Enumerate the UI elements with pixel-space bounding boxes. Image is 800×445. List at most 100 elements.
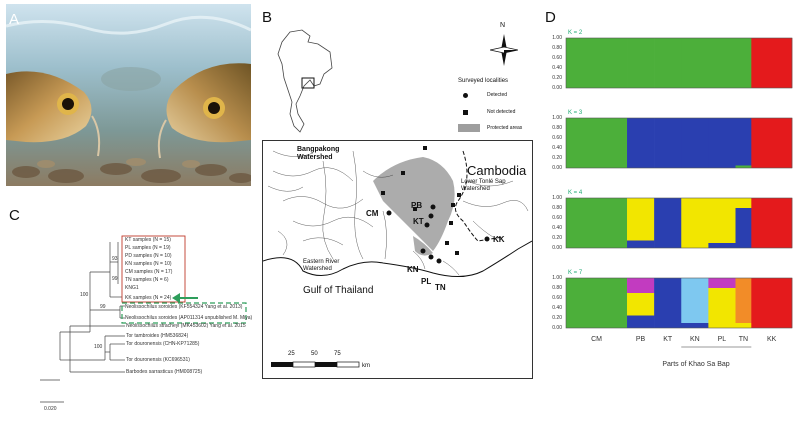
structure-bar-kn-blue: [681, 323, 709, 328]
label-cm: CM: [366, 209, 379, 218]
structure-bar-pl-blue: [708, 243, 736, 248]
structure-bar-kk-red: [751, 118, 793, 168]
structure-bar-cm-green: [566, 198, 628, 248]
structure-bar-tn-blue: [735, 118, 752, 166]
tree-leaf-out5: Barbodes sarrasticus (HM008725): [126, 369, 203, 375]
y-tick-label: 0.60: [552, 55, 562, 61]
phylogenetic-tree: KT samples (N = 15) PL samples (N = 19) …: [30, 232, 260, 412]
study-area-map: Bangpakong Watershed Cambodia Lower Tonl…: [262, 140, 533, 379]
bootstrap-value: 100: [94, 344, 103, 350]
scale-unit: km: [362, 363, 370, 369]
label-pb: PB: [411, 201, 423, 210]
k-label: K = 4: [568, 190, 583, 196]
fish-photo: [6, 4, 251, 186]
structure-frame: [565, 37, 793, 89]
population-label: KN: [689, 336, 700, 343]
k-label: K = 2: [568, 30, 583, 36]
structure-bar-kn-yellow: [681, 198, 709, 248]
panel-label-a: A: [9, 11, 20, 28]
structure-bar-kt-blue: [654, 198, 682, 248]
tree-leaf-kt: KT samples (N = 15): [125, 237, 171, 243]
structure-bar-pl-green: [708, 38, 736, 88]
compass-north-label: N: [500, 22, 506, 29]
bootstrap-value: 100: [80, 292, 89, 298]
y-tick-label: 1.00: [552, 35, 562, 41]
y-tick-label: 0.60: [552, 295, 562, 301]
structure-bar-kk-red: [751, 198, 793, 248]
k-label: K = 3: [568, 110, 583, 116]
structure-bar-cm-green: [566, 118, 628, 168]
tree-leaf-tn: TN samples (N = 6): [125, 277, 169, 283]
tree-leaf-pl: PL samples (N = 19): [125, 245, 171, 251]
structure-bar-kt-blue: [654, 278, 682, 328]
structure-bar-pb-blue: [627, 315, 655, 328]
tree-leaf-neo1: Neolissochilus soroides (KF554324 Yang e…: [125, 304, 243, 310]
y-tick-label: 0.80: [552, 125, 562, 131]
label-kt: KT: [413, 217, 424, 226]
y-tick-label: 1.00: [552, 195, 562, 201]
y-tick-label: 0.20: [552, 75, 562, 81]
tree-leaf-out4: Tor douronensis (KC696531): [126, 357, 190, 363]
structure-svg: [565, 37, 793, 348]
structure-bar-pb-yellow: [627, 293, 655, 316]
tree-leaf-out1: Neolissochilus stracheyi (MK453602) Yang…: [126, 323, 246, 329]
label-lower-tonle: Lower Tonlé Sap Watershed: [461, 179, 506, 192]
thailand-inset-map: [270, 28, 340, 136]
structure-frame: [565, 277, 793, 329]
structure-bar-tn-blue: [735, 208, 752, 248]
structure-bar-kk-red: [751, 278, 793, 328]
structure-bar-pl-magenta: [708, 278, 736, 288]
legend-detected: Detected: [487, 92, 508, 98]
y-tick-label: 0.20: [552, 235, 562, 241]
structure-bar-tn-yellow: [735, 198, 752, 208]
panel-label-b: B: [262, 9, 273, 26]
tree-leaf-kn: KN samples (N = 10): [125, 261, 172, 267]
not-detected-marker-icon: [463, 110, 468, 115]
y-tick-label: 0.60: [552, 135, 562, 141]
label-gulf: Gulf of Thailand: [303, 285, 374, 296]
compass-icon: [489, 26, 519, 70]
label-eastern-river: Eastern River Watershed: [303, 259, 340, 272]
population-label: PL: [717, 336, 727, 343]
bootstrap-value: 93: [112, 256, 118, 262]
structure-plot: K = 2 1.00 0.80 0.60 0.40 0.20 0.00 K = 3 1.00 0.…: [540, 30, 796, 375]
tree-leaf-out2: Tor tambroides (HM536824): [126, 333, 189, 339]
structure-bar-pl-blue: [708, 118, 736, 168]
tree-leaf-pd: PD samples (N = 10): [125, 253, 172, 259]
tree-leaf-kk: KK samples (N = 24): [125, 295, 172, 301]
y-tick-label: 0.00: [552, 165, 562, 171]
k-label: K = 7: [568, 270, 583, 276]
panel-label-c: C: [9, 207, 20, 224]
legend-title: Surveyed localities: [458, 78, 509, 84]
tree-leaf-cm: CM samples (N = 17): [125, 269, 173, 275]
structure-bar-kt-blue: [654, 118, 682, 168]
structure-bar-cm-green: [566, 278, 628, 328]
y-tick-label: 0.20: [552, 315, 562, 321]
y-tick-label: 0.00: [552, 245, 562, 251]
scale-tick: 75: [334, 351, 341, 357]
structure-frame: [565, 117, 793, 169]
label-bangpakong: Bangpakong Watershed: [297, 146, 340, 161]
tree-leaf-out3: Tor douronensis (CHN-KP71285): [126, 341, 200, 347]
y-tick-label: 0.40: [552, 65, 562, 71]
y-tick-label: 0.60: [552, 215, 562, 221]
population-label: CM: [591, 336, 602, 343]
structure-bar-kn-lightblue: [681, 278, 709, 323]
label-pl: PL: [421, 277, 432, 286]
structure-bar-tn-green: [735, 38, 752, 88]
label-cambodia: Cambodia: [467, 163, 527, 178]
structure-bar-kn-green: [681, 38, 709, 88]
structure-bar-cm-green: [566, 38, 628, 88]
structure-bar-pb-blue: [627, 240, 655, 248]
y-tick-label: 0.40: [552, 305, 562, 311]
scale-tick: 50: [311, 351, 318, 357]
structure-frame: [565, 197, 793, 249]
label-kn: KN: [407, 265, 419, 274]
population-label: KT: [663, 336, 673, 343]
protected-area-swatch: [458, 124, 480, 132]
structure-bar-kn-blue: [681, 118, 709, 168]
y-tick-label: 0.00: [552, 325, 562, 331]
y-tick-label: 0.20: [552, 155, 562, 161]
y-tick-label: 0.80: [552, 205, 562, 211]
structure-bar-kk-red: [751, 38, 793, 88]
